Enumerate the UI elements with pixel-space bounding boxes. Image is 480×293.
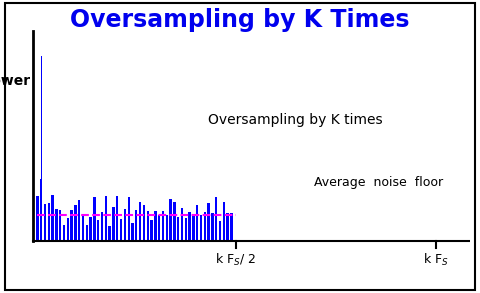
Bar <box>67 218 69 241</box>
Bar <box>36 196 38 241</box>
Bar <box>63 224 65 241</box>
Bar <box>78 200 80 241</box>
Bar <box>150 220 153 241</box>
Bar <box>51 195 54 241</box>
Bar <box>166 215 168 241</box>
Bar <box>162 211 164 241</box>
Bar <box>169 199 172 241</box>
Text: Power: Power <box>0 74 31 88</box>
Bar <box>40 180 42 241</box>
Bar <box>181 208 183 241</box>
Bar <box>71 210 73 241</box>
Bar <box>132 222 133 241</box>
Bar <box>192 215 194 241</box>
Bar <box>105 196 107 241</box>
Bar <box>230 213 233 241</box>
Bar <box>44 204 46 241</box>
Bar <box>143 205 145 241</box>
Bar <box>211 213 214 241</box>
Bar <box>93 197 96 241</box>
Bar <box>185 218 187 241</box>
Bar <box>112 207 115 241</box>
Bar <box>158 215 160 241</box>
Bar <box>204 212 206 241</box>
Bar <box>89 217 92 241</box>
Bar <box>116 195 119 241</box>
Text: k F$_S$: k F$_S$ <box>423 252 449 268</box>
Bar <box>97 220 99 241</box>
Bar <box>124 209 126 241</box>
Bar <box>219 221 221 241</box>
Text: Oversampling by K times: Oversampling by K times <box>208 113 383 127</box>
Bar <box>207 203 210 241</box>
Bar <box>55 209 58 241</box>
Text: Average  noise  floor: Average noise floor <box>313 176 443 189</box>
Bar <box>135 210 137 241</box>
Bar <box>74 205 77 241</box>
Bar <box>227 213 229 241</box>
Bar <box>48 203 50 241</box>
Bar <box>173 202 176 241</box>
Bar <box>101 212 103 241</box>
Bar <box>189 212 191 241</box>
Bar <box>146 212 149 241</box>
Bar <box>108 226 111 241</box>
Bar <box>139 202 141 241</box>
Bar <box>128 197 130 241</box>
Bar <box>215 197 217 241</box>
Bar <box>82 214 84 241</box>
Bar <box>177 217 180 241</box>
Title: Oversampling by K Times: Oversampling by K Times <box>70 8 410 32</box>
Bar <box>85 225 88 241</box>
Bar <box>200 215 202 241</box>
Bar <box>41 56 42 241</box>
Bar <box>196 205 198 241</box>
Text: k F$_S$/ 2: k F$_S$/ 2 <box>215 252 256 268</box>
Bar <box>154 211 156 241</box>
Bar <box>223 202 225 241</box>
Bar <box>59 210 61 241</box>
Bar <box>120 219 122 241</box>
